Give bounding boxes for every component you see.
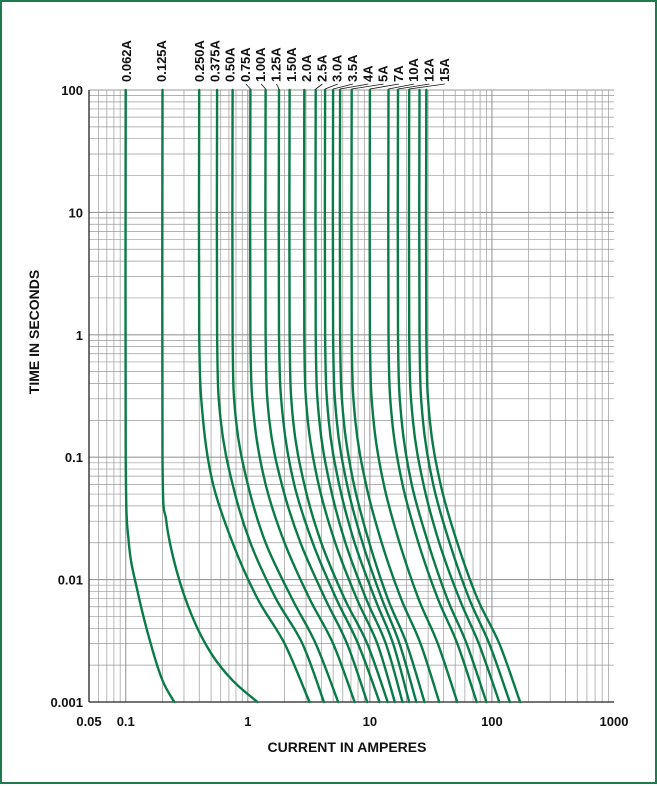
- y-tick-label: 10: [69, 205, 83, 220]
- rating-label: 1.50A: [284, 47, 299, 82]
- curve-3.0A: [323, 88, 411, 704]
- rating-label: 0.375A: [207, 39, 222, 82]
- curve-unlabeled-20: [424, 88, 522, 704]
- y-tick-label: 0.01: [58, 573, 83, 588]
- curve-7A: [368, 88, 459, 704]
- curve-0.375A: [215, 88, 326, 704]
- y-tick-label: 100: [61, 83, 83, 98]
- labels: 0.062A 0.125A 0.250A 0.375A 0.50A 0.75A 1.00A 1…: [119, 39, 452, 90]
- y-tick-label: 0.001: [50, 695, 83, 710]
- leader-line: [315, 83, 323, 90]
- curve-1.25A: [277, 88, 381, 704]
- x-tick-label: 0.1: [117, 714, 135, 729]
- leader-line: [260, 83, 266, 90]
- leader-line: [351, 83, 384, 90]
- rating-label: 0.250A: [192, 39, 207, 82]
- leader-line: [388, 83, 415, 90]
- curve-1.50A: [288, 88, 389, 704]
- leader-line: [340, 83, 369, 90]
- leader-line: [409, 83, 445, 90]
- leader-line: [245, 83, 251, 90]
- rating-label: 7A: [391, 65, 406, 82]
- leader-line: [397, 83, 430, 90]
- rating-label: 5A: [376, 65, 391, 82]
- rating-label: 3.0A: [330, 54, 345, 82]
- curves: [124, 88, 522, 704]
- rating-label: 2.0A: [299, 54, 314, 82]
- curve-4A: [338, 88, 426, 704]
- curve-0.125A: [161, 88, 259, 704]
- x-axis-label: CURRENT IN AMPERES: [268, 739, 427, 755]
- rating-label: 3.5A: [345, 54, 360, 82]
- curve-12A: [396, 88, 488, 704]
- tick-labels: 0.05 0.1 1 10 100 1000 100 10 1 0.1 0.01 0.001: [50, 83, 628, 729]
- curve-0.062A: [124, 88, 176, 704]
- curve-10A: [387, 88, 478, 704]
- y-tick-label: 0.1: [65, 450, 83, 465]
- rating-label: 0.062A: [119, 39, 134, 82]
- rating-label: 4A: [360, 65, 375, 82]
- rating-label: 10A: [406, 58, 421, 82]
- leader-line: [333, 83, 354, 90]
- rating-label: 15A: [437, 58, 452, 82]
- rating-label: 12A: [422, 58, 437, 82]
- rating-label: 0.50A: [223, 47, 238, 82]
- curve-2.0A: [302, 88, 396, 704]
- curve-0.250A: [197, 88, 311, 704]
- x-tick-label: 1000: [600, 714, 629, 729]
- curve-3.5A: [331, 88, 418, 704]
- leader-line: [276, 83, 280, 90]
- rating-label: 0.75A: [238, 47, 253, 82]
- curve-1.00A: [264, 88, 369, 704]
- y-tick-label: 1: [76, 328, 83, 343]
- curve-unlabeled-19: [418, 88, 511, 704]
- x-tick-label: 10: [363, 714, 377, 729]
- rating-label: 0.125A: [154, 39, 169, 82]
- y-axis-label: TIME IN SECONDS: [26, 270, 42, 394]
- curve-0.50A: [231, 88, 340, 704]
- x-tick-label: 0.05: [76, 714, 101, 729]
- curve-2.5A: [314, 88, 404, 704]
- leader-line: [324, 83, 338, 90]
- leader-line: [369, 83, 399, 90]
- x-tick-label: 1: [244, 714, 251, 729]
- curve-15A: [407, 88, 501, 704]
- rating-label: 1.25A: [269, 47, 284, 82]
- x-tick-label: 100: [481, 714, 503, 729]
- rating-label: 2.5A: [314, 54, 329, 82]
- rating-label: 1.00A: [253, 47, 268, 82]
- curve-0.75A: [248, 88, 356, 704]
- curve-5A: [350, 88, 441, 704]
